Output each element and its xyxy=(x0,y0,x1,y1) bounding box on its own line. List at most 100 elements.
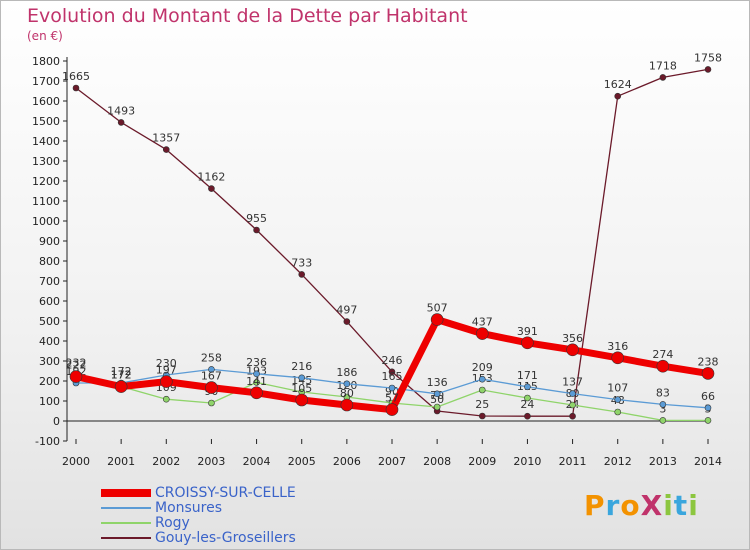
y-tick-label: 1800 xyxy=(32,55,60,68)
data-point-rogy xyxy=(614,408,622,416)
x-tick-label: 2002 xyxy=(152,455,180,468)
data-point-monsures xyxy=(298,374,306,382)
data-point-rogy xyxy=(253,379,260,386)
legend-swatch xyxy=(101,507,151,509)
data-point-gouy-les-groseillers xyxy=(298,271,306,278)
data-label-monsures: 137 xyxy=(562,376,583,389)
proxiti-logo: ProXiti xyxy=(584,489,699,522)
data-label-monsures: 107 xyxy=(607,382,628,395)
logo-letter: i xyxy=(663,489,674,522)
y-tick-label: 500 xyxy=(39,315,60,328)
x-tick-label: 2004 xyxy=(243,455,271,468)
data-point-monsures xyxy=(478,375,486,383)
data-label-croissy-sur-celle: 105 xyxy=(291,382,312,395)
data-label-gouy-les-groseillers: 497 xyxy=(336,304,357,317)
data-point-rogy xyxy=(478,386,486,394)
data-label-monsures: 186 xyxy=(336,366,357,379)
data-point-gouy-les-groseillers xyxy=(208,185,215,192)
y-tick-label: 100 xyxy=(39,395,60,408)
logo-letter: X xyxy=(640,489,664,522)
data-label-monsures: 83 xyxy=(656,386,670,399)
data-point-gouy-les-groseillers xyxy=(253,226,260,234)
x-tick-label: 2014 xyxy=(694,455,722,468)
y-tick-label: 1300 xyxy=(32,155,60,168)
data-label-croissy-sur-celle: 80 xyxy=(340,387,354,400)
data-label-croissy-sur-celle: 57 xyxy=(385,392,399,405)
x-tick-label: 2011 xyxy=(559,455,587,468)
data-point-monsures xyxy=(433,390,441,398)
data-point-gouy-les-groseillers xyxy=(162,146,170,153)
legend-label: CROISSY-SUR-CELLE xyxy=(155,485,296,501)
data-point-croissy-sur-celle xyxy=(159,375,173,388)
legend-item: Rogy xyxy=(99,515,359,531)
y-tick-label: 800 xyxy=(39,255,60,268)
data-label-monsures: 216 xyxy=(291,360,312,373)
data-label-gouy-les-groseillers: 25 xyxy=(475,398,489,411)
data-point-rogy xyxy=(433,403,441,411)
data-point-monsures xyxy=(614,396,622,403)
data-label-gouy-les-groseillers: 733 xyxy=(291,256,312,269)
x-tick-label: 2009 xyxy=(468,455,496,468)
legend-item: Gouy-les-Groseillers xyxy=(99,530,359,546)
y-tick-label: 200 xyxy=(39,375,60,388)
legend-label: Rogy xyxy=(155,515,190,531)
data-label-monsures: 209 xyxy=(472,361,493,374)
data-point-croissy-sur-celle xyxy=(69,370,83,383)
data-point-monsures xyxy=(569,390,576,397)
data-point-gouy-les-groseillers xyxy=(478,412,486,420)
data-point-rogy xyxy=(704,417,712,424)
legend-swatch xyxy=(101,522,151,524)
data-point-monsures xyxy=(253,370,260,378)
data-point-croissy-sur-celle xyxy=(701,367,715,380)
data-point-croissy-sur-celle xyxy=(385,403,399,416)
data-point-croissy-sur-celle xyxy=(566,343,579,357)
data-point-croissy-sur-celle xyxy=(430,313,444,326)
data-point-croissy-sur-celle xyxy=(656,359,670,373)
y-tick-label: 900 xyxy=(39,235,60,248)
data-label-croissy-sur-celle: 437 xyxy=(472,316,493,329)
data-point-croissy-sur-celle xyxy=(475,327,489,340)
data-label-rogy: 172 xyxy=(111,369,132,382)
data-point-rogy xyxy=(162,395,170,403)
y-tick-label: 1700 xyxy=(32,75,60,88)
data-label-gouy-les-groseillers: 1665 xyxy=(62,70,90,83)
chart-title: Evolution du Montant de la Dette par Hab… xyxy=(27,5,468,27)
data-point-gouy-les-groseillers xyxy=(569,412,576,420)
data-point-rogy xyxy=(659,417,667,424)
data-label-monsures: 258 xyxy=(201,351,222,364)
legend-label: Monsures xyxy=(155,500,223,516)
data-label-croissy-sur-celle: 141 xyxy=(246,375,267,388)
x-tick-label: 2010 xyxy=(513,455,541,468)
logo-letter: o xyxy=(620,489,641,522)
y-tick-label: 1500 xyxy=(32,115,60,128)
data-label-gouy-les-groseillers: 24 xyxy=(520,398,534,411)
data-point-croissy-sur-celle xyxy=(295,393,309,407)
data-point-monsures xyxy=(704,404,712,412)
logo-letter: i xyxy=(688,489,699,522)
data-point-croissy-sur-celle xyxy=(114,380,128,393)
data-label-croissy-sur-celle: 356 xyxy=(562,332,583,345)
legend-swatch xyxy=(101,489,151,497)
data-point-croissy-sur-celle xyxy=(521,336,534,350)
data-point-croissy-sur-celle xyxy=(205,381,218,394)
data-label-gouy-les-groseillers: 1357 xyxy=(152,132,180,145)
y-tick-label: 700 xyxy=(39,275,60,288)
x-tick-label: 2003 xyxy=(197,455,225,468)
data-label-gouy-les-groseillers: 1493 xyxy=(107,104,135,117)
data-point-rogy xyxy=(208,399,215,407)
y-tick-label: 0 xyxy=(53,415,60,428)
data-label-croissy-sur-celle: 316 xyxy=(607,340,628,353)
data-point-rogy xyxy=(569,401,576,409)
legend-item: CROISSY-SUR-CELLE xyxy=(99,485,359,501)
y-tick-label: 1100 xyxy=(32,195,60,208)
data-label-croissy-sur-celle: 238 xyxy=(698,355,719,368)
x-tick-label: 2013 xyxy=(649,455,677,468)
data-label-croissy-sur-celle: 391 xyxy=(517,325,538,338)
data-label-monsures: 136 xyxy=(427,376,448,389)
data-label-gouy-les-groseillers: 50 xyxy=(430,393,444,406)
data-point-rogy xyxy=(524,394,531,402)
data-label-monsures: 230 xyxy=(156,357,177,370)
data-label-gouy-les-groseillers: 246 xyxy=(382,354,403,367)
data-label-gouy-les-groseillers: 955 xyxy=(246,212,267,225)
